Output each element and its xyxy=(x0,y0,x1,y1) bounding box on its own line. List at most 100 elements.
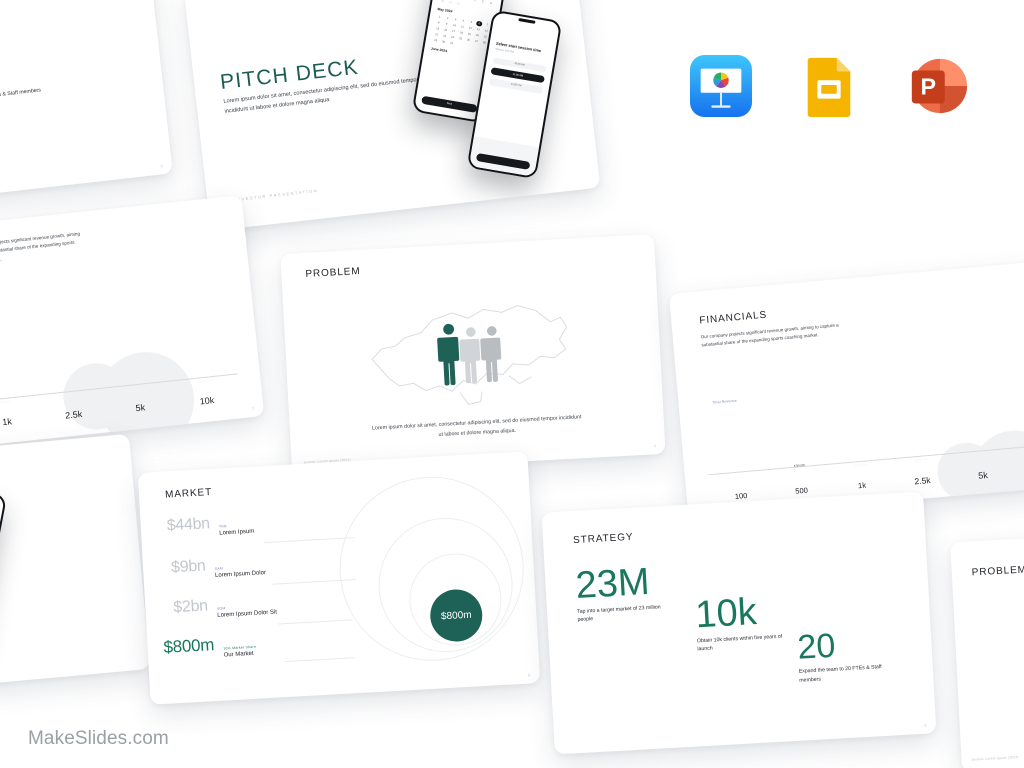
calendar-day: 28 xyxy=(440,0,445,3)
slide-card-phone-mockups[interactable]: Select start session date Select a date … xyxy=(0,433,151,695)
chart-bar: $750,000 xyxy=(780,463,819,469)
calendar-day[interactable]: 27 xyxy=(474,40,478,44)
apple-keynote-icon[interactable] xyxy=(690,55,752,117)
market-row-highlighted: $800m 10% Market Share Our Market xyxy=(163,633,257,662)
market-row-tag: TAM xyxy=(218,524,227,529)
slide-page-number: 8 xyxy=(160,163,164,169)
slide-card-strategy[interactable]: STRATEGY 23M Tap into a target market of… xyxy=(541,491,937,755)
market-leader-line xyxy=(284,657,355,662)
calendar-day: 29 xyxy=(448,0,452,5)
market-row-amount: $44bn xyxy=(166,515,211,535)
slide-card-strategy-topleft[interactable]: 10k Obtain 10k clients within five years… xyxy=(0,0,173,206)
calendar-day[interactable]: 25 xyxy=(458,37,463,41)
strategy-stat-2-number: 10k xyxy=(694,591,758,637)
calendar-next-button-label: Next xyxy=(446,101,453,106)
chart-bar-column: $750,000 xyxy=(769,463,829,470)
market-row-amount: $800m xyxy=(163,635,215,657)
calendar-day[interactable]: 2 xyxy=(446,16,449,20)
calendar-day: 30 xyxy=(456,2,460,6)
slide-page-number: 8 xyxy=(924,722,928,728)
chart-bar-value: $750,000 xyxy=(793,463,805,468)
market-leader-line xyxy=(263,537,354,543)
market-row: $9bn SAM Lorem Ipsum Dolor xyxy=(171,554,267,581)
strategy-title: STRATEGY xyxy=(572,531,634,547)
chart-bar-column: $2,300,000 xyxy=(830,459,890,467)
strategy-stat-2-caption: Expand the team to 20 FTEs & Staff membe… xyxy=(0,87,42,105)
market-leader-line xyxy=(278,619,353,625)
calendar-day[interactable]: 3 xyxy=(454,17,457,22)
calendar-days-grid[interactable]: 1 2 3 4 5 6 7 8 9 10 11 12 13 14 xyxy=(432,14,491,52)
slide-page-number: 7 xyxy=(251,405,255,412)
person-icon-tertiary xyxy=(480,326,502,383)
problem-right-source: Source: Lorem Ipsum (2024) xyxy=(971,755,1019,762)
slide-page-number: 4 xyxy=(653,443,657,449)
strategy-stat-3-number: 20 xyxy=(796,626,837,667)
chart-bar: $23,000,000 xyxy=(183,375,226,384)
calendar-day[interactable]: 29 xyxy=(433,39,438,43)
phone-screen-timeslots-2: Select start session time Select a time … xyxy=(0,485,5,655)
svg-text:P: P xyxy=(921,74,937,100)
slide-card-problem[interactable]: PROBLEM Lorem ipsum dolor sit amet, cons… xyxy=(280,234,666,474)
export-format-icons: P xyxy=(690,42,990,130)
market-title: MARKET xyxy=(164,486,213,501)
google-slides-icon[interactable] xyxy=(798,55,860,117)
market-row: $44bn TAM Lorem Ipsum xyxy=(166,513,254,540)
chart-bars: $2,300,000 $5,750,000 $11,500,000 $23,00… xyxy=(0,265,238,405)
market-core-label: $800m xyxy=(440,609,472,622)
market-row-amount: $9bn xyxy=(170,557,206,577)
person-icon-primary xyxy=(437,323,460,386)
financials-body: Our company projects significant revenue… xyxy=(700,322,839,348)
calendar-day[interactable]: 5 xyxy=(470,20,473,24)
strategy-stat-2: 20 Expand the team to 20 FTEs & Staff me… xyxy=(0,50,41,107)
calendar-day-selected[interactable]: 6 xyxy=(476,20,483,27)
market-row-amount: $2bn xyxy=(172,597,209,617)
chart-bar: $150,000 xyxy=(720,470,758,475)
market-row-label: Lorem Ipsum Dolor Sit xyxy=(217,609,278,619)
strategy-stat-3-caption: Expand the team to 20 FTEs & Staff membe… xyxy=(798,664,882,684)
chart-bar-column: $23,000,000 xyxy=(171,374,238,384)
slide-card-problem-right[interactable]: PROBLEM Source: Lorem Ipsum (2024) xyxy=(950,529,1024,768)
financials-title: FINANCIALS xyxy=(698,309,768,327)
problem-right-title: PROBLEM xyxy=(971,564,1024,579)
slide-page-number: 6 xyxy=(528,672,531,678)
region-map-illustration xyxy=(371,304,568,405)
chart-bar-value: $2,300,000 xyxy=(0,399,12,405)
person-icon-secondary xyxy=(459,327,481,384)
slide-card-market[interactable]: MARKET $800m $44bn TAM Lorem Ipsum $9bn … xyxy=(137,451,541,705)
strategy-stats-group: 10k Obtain 10k clients within five years… xyxy=(0,0,173,206)
pitch-deck-footer: INVESTOR PRESENTATION xyxy=(234,187,319,203)
chart-bar-value: $5,750,000 xyxy=(914,457,928,462)
slide-card-pitch-deck[interactable]: PITCH DECK Lorem ipsum dolor sit amet, c… xyxy=(183,0,601,232)
calendar-day[interactable]: 31 xyxy=(449,41,454,46)
strategy-stat-2: 10k Obtain 10k clients within five years… xyxy=(694,591,790,654)
strategy-stat-1-number: 23M xyxy=(574,560,651,608)
chart-bar: $2,300,000 xyxy=(841,460,879,467)
market-row-label: Lorem Ipsum xyxy=(219,528,255,537)
financials-bar-chart: Total Revenue Paying Customers $150,000 … xyxy=(702,360,1024,520)
slide-card-financials[interactable]: FINANCIALS Our company projects signific… xyxy=(668,258,1024,520)
chart-x-label: 1k xyxy=(857,480,867,491)
chart-bar-column: $2,300,000 xyxy=(0,395,38,405)
problem-title: PROBLEM xyxy=(305,265,361,280)
calendar-next-button[interactable]: Next xyxy=(421,95,478,113)
phone-mockup-timeslots-2: Select start session time Select a time … xyxy=(0,482,8,657)
chart-bar: $2,300,000 xyxy=(0,396,26,405)
problem-body: Lorem ipsum dolor sit amet, consectetur … xyxy=(371,414,582,438)
calendar-day[interactable]: 26 xyxy=(466,38,470,43)
financials-body-left: Our company projects significant revenue… xyxy=(0,231,81,265)
market-row-label: Our Market xyxy=(223,650,254,659)
market-row: $2bn SOM Lorem Ipsum Dolor Sit xyxy=(173,594,277,622)
strategy-stat-1: 23M Tap into a target market of 23 milli… xyxy=(574,560,670,625)
market-row-tag: 10% Market Share xyxy=(223,644,257,651)
financials-bar-chart-left: $2,300,000 $5,750,000 $11,500,000 $23,00… xyxy=(0,251,241,453)
calendar-day[interactable]: 1 xyxy=(438,15,441,19)
calendar-day[interactable]: 30 xyxy=(441,40,446,45)
slide-card-financials-left[interactable]: Our company projects significant revenue… xyxy=(0,195,265,463)
market-row-label: Lorem Ipsum Dolor xyxy=(214,570,267,579)
chart-bar-value: $23,000,000 xyxy=(197,378,213,384)
calendar-day[interactable]: 4 xyxy=(462,19,465,23)
chart-bar-value: $2,300,000 xyxy=(853,462,867,468)
chart-x-label: 1k xyxy=(1,416,13,428)
microsoft-powerpoint-icon[interactable]: P xyxy=(906,55,968,117)
watermark-logo: MakeSlides.com xyxy=(28,728,169,749)
